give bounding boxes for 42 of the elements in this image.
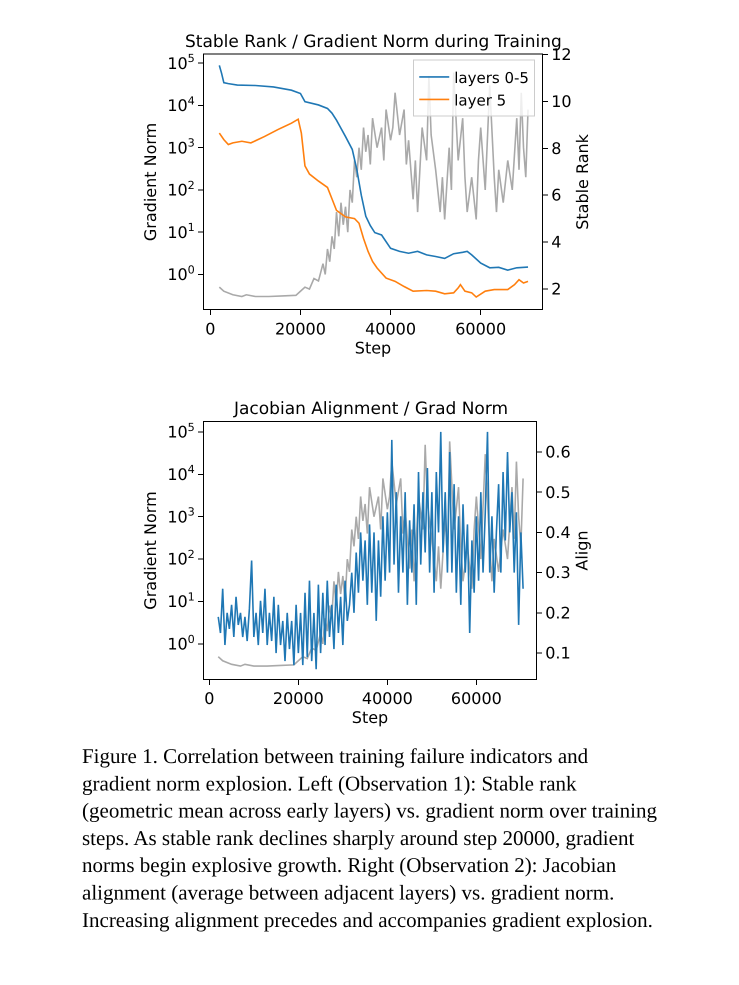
y-tick-label: 10$^{0}$ xyxy=(167,632,195,654)
y2-tick-label: 2 xyxy=(551,279,562,298)
y2-tick-label: 10 xyxy=(551,92,572,112)
y2-tick-label: 0.5 xyxy=(545,482,571,502)
x-tick-label: 40000 xyxy=(362,689,413,708)
y-tick-label: 10$^{3}$ xyxy=(167,506,195,526)
line-series xyxy=(218,118,529,298)
y2-axis-title: Align xyxy=(572,530,592,571)
x-axis-title: Step xyxy=(354,338,392,358)
x-tick-label: 0 xyxy=(204,689,214,708)
y-tick-label: 10$^{4}$ xyxy=(167,463,195,484)
y2-tick-label: 0.1 xyxy=(545,644,571,663)
y2-tick-label: 0.3 xyxy=(545,563,571,582)
y2-tick-label: 0.2 xyxy=(545,603,571,622)
legend-label: layer 5 xyxy=(454,91,506,110)
y-tick-label: 10$^{5}$ xyxy=(167,52,195,73)
y-axis-title: Gradient Norm xyxy=(141,491,160,610)
y-tick-label: 10$^{1}$ xyxy=(167,221,195,242)
y-tick-label: 10$^{2}$ xyxy=(167,178,195,200)
x-tick-label: 60000 xyxy=(455,319,506,338)
y2-tick-label: 8 xyxy=(551,138,562,158)
y-tick-label: 10$^{2}$ xyxy=(167,548,195,569)
y-tick-label: 10$^{3}$ xyxy=(167,136,195,158)
y2-axis-title: Stable Rank xyxy=(573,133,592,230)
caption: Figure 1. Correlation between training failure indicators and gradient norm explosion. Left (Observation 1): Stable rank (geometric mean across early layers) vs. gradient norm over training steps. As stable rank declines sharply around step 20000, gradient norms begin explosive growth. Right (Observation 2): Jacobian alignment (average between adjacent layers) vs. gradient norm. Increasing alignment precedes and accompanies gradient explosion. xyxy=(82,744,658,932)
x-tick-label: 60000 xyxy=(450,689,502,708)
y2-tick-label: 0.4 xyxy=(545,523,571,542)
y2-tick-label: 4 xyxy=(551,232,562,252)
y-tick-label: 10$^{5}$ xyxy=(167,420,195,442)
y-axis-title: Gradient Norm xyxy=(141,122,160,242)
x-tick-label: 40000 xyxy=(365,319,416,338)
x-tick-label: 20000 xyxy=(272,689,324,708)
y-tick-label: 10$^{1}$ xyxy=(167,590,195,612)
y-tick-label: 10$^{0}$ xyxy=(167,263,195,284)
y-tick-label: 10$^{4}$ xyxy=(167,94,195,116)
x-axis-title: Step xyxy=(352,708,388,728)
y2-tick-label: 0.6 xyxy=(545,442,571,462)
chart-title: Jacobian Alignment / Grad Norm xyxy=(233,399,508,419)
y2-tick-label: 6 xyxy=(551,186,562,205)
x-tick-label: 0 xyxy=(205,319,216,338)
x-tick-label: 20000 xyxy=(274,319,326,338)
legend-label: layers 0-5 xyxy=(454,68,529,87)
